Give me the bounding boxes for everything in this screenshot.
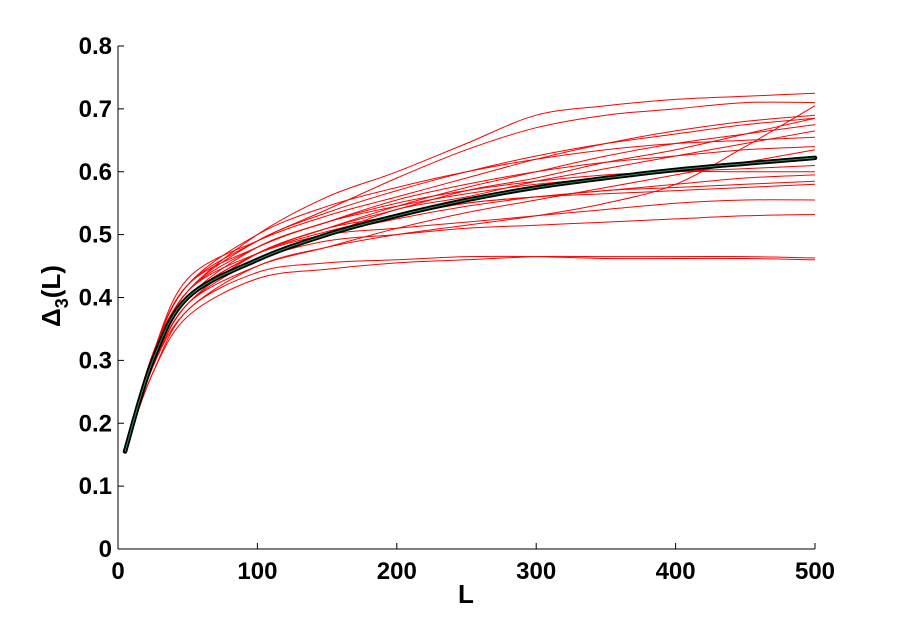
x-tick-label: 0 (111, 558, 124, 585)
y-axis-label-argument: (L) (36, 265, 66, 298)
sample-curve-15 (124, 124, 816, 449)
y-tick-label: 0.6 (79, 159, 112, 186)
y-tick-label: 0.7 (79, 96, 112, 123)
sample-curve-17 (124, 136, 816, 449)
axes (117, 45, 816, 550)
x-tick-label: 500 (795, 558, 835, 585)
sample-curve-14 (124, 165, 816, 449)
y-axis-label: Δ3(L) (36, 265, 72, 327)
y-axis-label-subscript: 3 (52, 298, 72, 308)
y-tick-label: 0.4 (79, 285, 113, 312)
sample-curve-20 (124, 183, 816, 449)
y-tick-label: 0.1 (79, 473, 112, 500)
y-tick-label: 0.5 (79, 222, 112, 249)
x-tick-labels: 0 100 200 300 400 500 (111, 558, 835, 585)
plot-area (122, 92, 818, 454)
y-tick-label: 0.3 (79, 347, 112, 374)
sample-curve-10 (124, 171, 815, 449)
mean-curve (122, 155, 818, 454)
sample-curve-12 (124, 214, 816, 449)
sample-curve-6 (124, 105, 816, 449)
y-tick-label: 0.8 (79, 33, 112, 60)
mean-curve-core (124, 157, 816, 452)
y-tick-label: 0 (99, 536, 112, 563)
y-axis-label-symbol: Δ (36, 308, 66, 327)
sample-curve-18 (124, 174, 816, 449)
y-tick-label: 0.2 (79, 410, 112, 437)
sample-curve-5 (124, 130, 816, 449)
y-tick-labels: 0 0.1 0.2 0.3 0.4 0.5 0.6 0.7 0.8 (79, 33, 113, 563)
sample-curve-13 (124, 146, 816, 449)
x-tick-label: 100 (237, 558, 277, 585)
x-tick-label: 300 (516, 558, 556, 585)
sample-curve-19 (124, 149, 816, 449)
sample-curve-8 (124, 255, 816, 449)
sample-curve-11 (124, 199, 816, 449)
x-tick-label: 200 (377, 558, 417, 585)
sample-curve-7 (124, 255, 816, 449)
sample-curve-9 (124, 180, 816, 449)
x-tick-label: 400 (656, 558, 696, 585)
x-axis-label: L (458, 579, 474, 609)
sample-curve-3 (124, 114, 816, 449)
sample-curve-16 (124, 117, 816, 449)
